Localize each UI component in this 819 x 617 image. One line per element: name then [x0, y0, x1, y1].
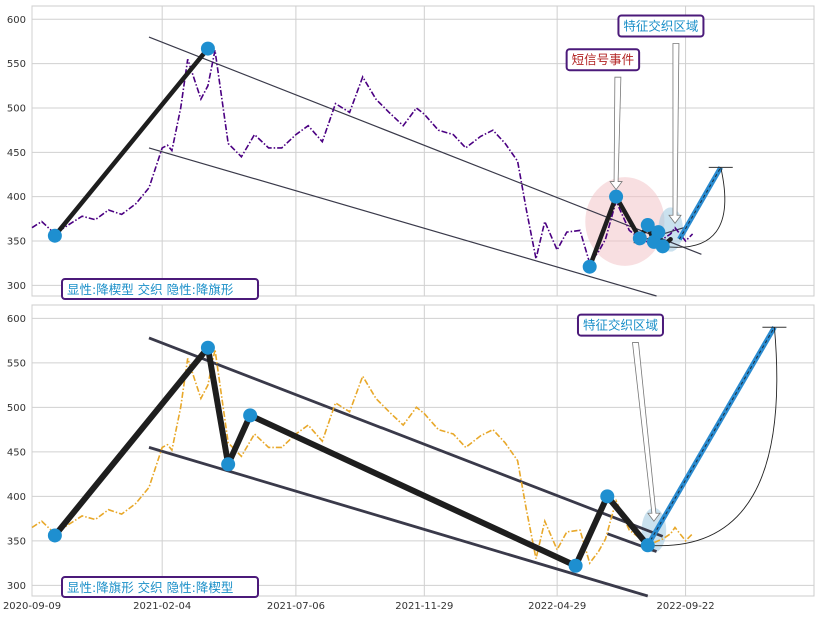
- pattern-segment: [52, 46, 211, 238]
- pivot-point: [568, 558, 583, 573]
- callout-arrow: [632, 342, 661, 522]
- pivot-point: [600, 489, 615, 504]
- chart-panel-bottom: 300 350 400 450 500 550 600 2020-09-09 2021-02-0…: [3, 304, 815, 612]
- projection-dash: [678, 167, 722, 240]
- y-tick-label: 450: [7, 447, 26, 458]
- y-tick-label: 300: [7, 281, 26, 292]
- pattern-segment: [204, 344, 232, 468]
- callout-arrow: [609, 76, 623, 191]
- channel-line: [148, 446, 649, 598]
- y-tick-label: 450: [7, 148, 26, 159]
- pattern-segment: [247, 412, 579, 569]
- callout-label: 特征交织区域: [583, 318, 658, 333]
- price-series-line: [31, 349, 694, 565]
- y-tick-label: 600: [7, 15, 26, 26]
- pattern-segment: [604, 493, 651, 549]
- projection-dash: [647, 326, 775, 546]
- x-tick-label: 2021-11-29: [395, 601, 453, 612]
- pivot-point: [640, 218, 655, 233]
- callout-label: 特征交织区域: [623, 19, 698, 34]
- callout-arrow: [668, 43, 682, 224]
- pattern-segment: [51, 344, 211, 539]
- projection-arc: [662, 167, 726, 248]
- plot-frame: [31, 304, 815, 597]
- y-tick-label: 300: [7, 581, 26, 592]
- pattern-segment: [572, 493, 611, 569]
- pivot-point: [47, 228, 62, 243]
- y-tick-label: 400: [7, 492, 26, 503]
- pattern-annotation: 显性:降楔型 交织 隐性:降旗形: [67, 282, 234, 297]
- x-tick-label: 2022-04-29: [528, 601, 586, 612]
- pattern-annotation: 显性:降旗形 交织 隐性:降楔型: [67, 580, 233, 595]
- callout-box: [576, 313, 664, 337]
- price-series-line: [31, 50, 694, 265]
- pattern-annotation-box: [61, 278, 259, 300]
- y-tick-label: 350: [7, 237, 26, 248]
- y-tick-label: 350: [7, 536, 26, 547]
- x-tick-label: 2021-02-04: [133, 601, 191, 612]
- y-tick-label: 550: [7, 358, 26, 369]
- pivot-point: [651, 225, 666, 240]
- pivot-point: [243, 408, 258, 423]
- y-tick-label: 400: [7, 192, 26, 203]
- y-tick-label: 500: [7, 103, 26, 114]
- pivot-point: [640, 538, 655, 553]
- y-tick-label: 600: [7, 314, 26, 325]
- callout-box: [565, 48, 641, 72]
- x-tick-label: 2021-07-06: [267, 601, 325, 612]
- pattern-segment: [613, 194, 643, 241]
- channel-line: [148, 336, 664, 538]
- channel-line: [148, 147, 657, 297]
- pivot-point: [632, 231, 647, 246]
- y-tick-label: 550: [7, 59, 26, 70]
- pivot-point: [582, 259, 597, 274]
- pivot-point: [221, 457, 236, 472]
- pattern-annotation-box: [61, 576, 259, 598]
- pivot-point: [200, 41, 215, 56]
- callout-box: [617, 14, 705, 38]
- x-tick-label: 2022-09-22: [657, 601, 715, 612]
- pattern-segment: [225, 412, 254, 468]
- pivot-point: [655, 239, 670, 254]
- x-tick-label: 2020-09-09: [3, 601, 61, 612]
- projection-arc: [647, 327, 778, 547]
- callout-label: 短信号事件: [572, 52, 635, 67]
- pivot-point: [47, 528, 62, 543]
- y-tick-label: 500: [7, 403, 26, 414]
- pivot-point: [609, 189, 624, 204]
- pivot-point: [200, 340, 215, 355]
- pattern-segment: [587, 194, 619, 269]
